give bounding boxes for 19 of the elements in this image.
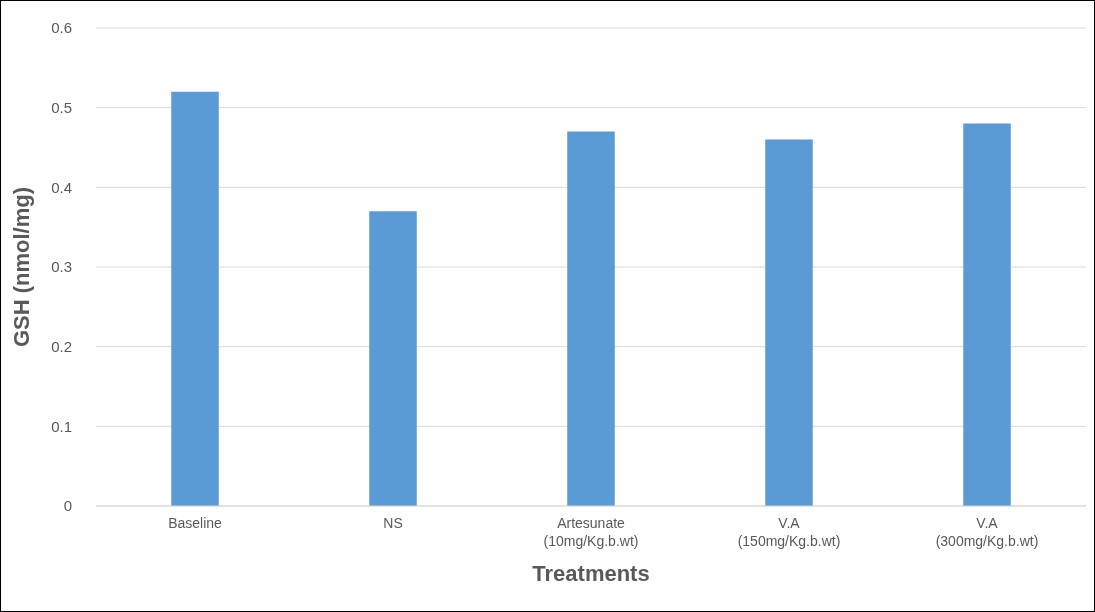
y-tick-label: 0.1 xyxy=(51,417,72,435)
bar xyxy=(567,131,615,506)
x-tick-label: Baseline xyxy=(168,515,223,531)
x-axis-title: Treatments xyxy=(532,561,650,586)
x-tick-label: V.A (300mg/Kg.b.wt) xyxy=(935,515,1039,549)
y-tick-label: 0.5 xyxy=(51,98,72,116)
y-tick-label: 0.3 xyxy=(51,258,72,276)
x-tick-label: V.A (150mg/Kg.b.wt) xyxy=(737,515,841,549)
y-tick-label: 0.6 xyxy=(51,19,72,37)
y-tick-label: 0 xyxy=(63,497,72,515)
y-tick-label: 0.4 xyxy=(51,178,72,196)
y-axis-title: GSH (nmol/mg) xyxy=(8,186,34,348)
x-tick-label: NS xyxy=(383,515,403,531)
bar xyxy=(171,91,219,506)
bar xyxy=(765,139,813,506)
y-tick-label: 0.2 xyxy=(51,337,72,355)
bar xyxy=(963,123,1011,506)
x-tick-label: Artesunate (10mg/Kg.b.wt) xyxy=(543,515,639,549)
bar xyxy=(369,211,417,506)
